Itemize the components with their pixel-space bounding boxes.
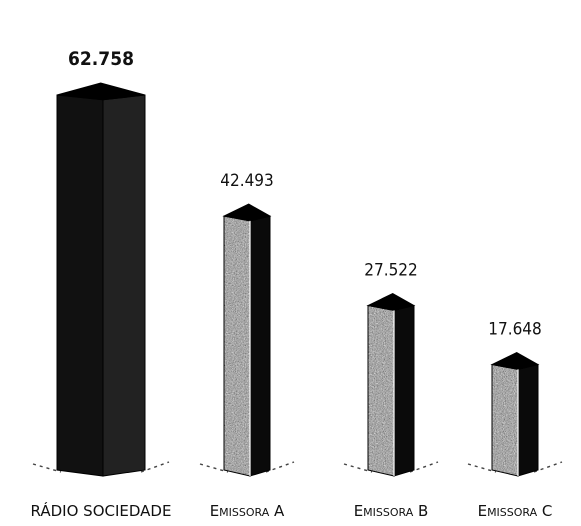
shadow-emissora-c-right [533,461,563,473]
shadow-emissora-c-left [467,463,497,473]
bar-emissora-c [490,351,540,477]
bar-top-emissora-c [490,351,540,370]
bar-front-emissora-b [367,304,395,477]
shadow-emissora-b-left [343,463,373,473]
bar-front-emissora-a [223,215,251,477]
bar-side-emissora-a [249,215,271,477]
category-labels: RÁDIO SOCIEDADE Emissora A Emissora B Emiss… [31,501,553,520]
bar-emissora-a [222,203,272,477]
value-label-emissora-c: 17.648 [488,320,542,340]
value-labels: 62.758 42.493 27.522 17.648 [68,48,542,340]
bar-radio-sociedade [56,82,146,477]
shadow-radio-sociedade-left [32,463,62,473]
shadow-emissora-a-right [265,461,295,473]
shadow-emissora-a-left [199,463,229,473]
bars [56,82,540,477]
shadow-radio-sociedade-right [140,461,170,473]
bar-side-emissora-b [393,304,415,477]
bar-shadows [32,461,563,473]
bar-top-emissora-a [222,203,272,222]
shadow-emissora-b-right [409,461,439,473]
category-label-emissora-c: Emissora C [478,502,553,520]
value-label-radio-sociedade: 62.758 [68,48,134,70]
category-label-emissora-b: Emissora B [354,502,429,520]
bar-emissora-b [366,292,416,477]
category-label-radio-sociedade: RÁDIO SOCIEDADE [31,501,172,520]
bar-front-radio-sociedade [56,94,104,477]
bar-top-emissora-b [366,292,416,311]
value-label-emissora-b: 27.522 [364,261,418,281]
bar-side-radio-sociedade [102,94,146,477]
bar-front-emissora-c [491,363,519,477]
category-label-emissora-a: Emissora A [210,502,285,520]
bar-side-emissora-c [517,363,539,477]
bar-top-radio-sociedade [56,82,146,101]
value-label-emissora-a: 42.493 [220,171,274,191]
